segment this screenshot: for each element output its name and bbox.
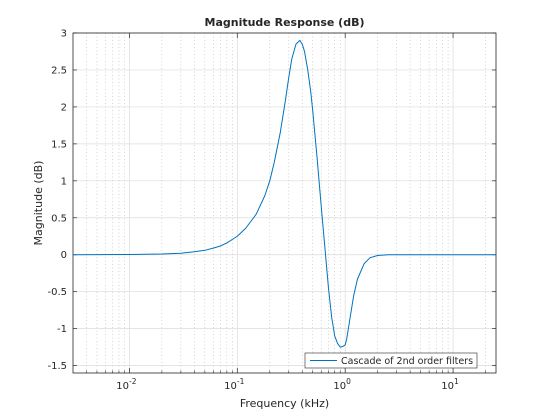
plot-area [73,33,496,373]
axis-ticks: -1.5 -1 -0.5 0 0.5 1 1.5 2 2.5 3 10-2 10-1 100 101 [47,29,496,392]
y-tick-label: 2 [61,102,67,113]
series [72,39,496,348]
y-tick-label: 1.5 [51,139,67,150]
x-tick-label: 101 [441,377,459,392]
legend-label: Cascade of 2nd order filters [341,356,473,367]
x-tick-label: 10-2 [116,377,136,392]
x-tick-label: 100 [333,377,351,392]
y-tick-label: -1.5 [47,361,67,372]
y-tick-label: 3 [61,29,67,40]
legend-box [304,352,478,369]
y-tick-label: -0.5 [47,287,67,298]
y-tick-label: -1 [57,324,67,335]
series-line [72,39,496,348]
y-tick-label: 0 [61,250,67,261]
x-tick-label: 10-1 [224,377,244,392]
y-tick-label: 2.5 [51,65,67,76]
y-tick-label: 0.5 [51,213,67,224]
y-tick-label: 1 [61,176,67,187]
legend: Cascade of 2nd order filters [304,352,478,369]
y-axis-label: Magnitude (dB) [32,161,45,246]
plot-box [72,32,497,374]
chart-title: Magnitude Response (dB) [205,16,365,29]
x-axis-label: Frequency (kHz) [240,397,329,410]
